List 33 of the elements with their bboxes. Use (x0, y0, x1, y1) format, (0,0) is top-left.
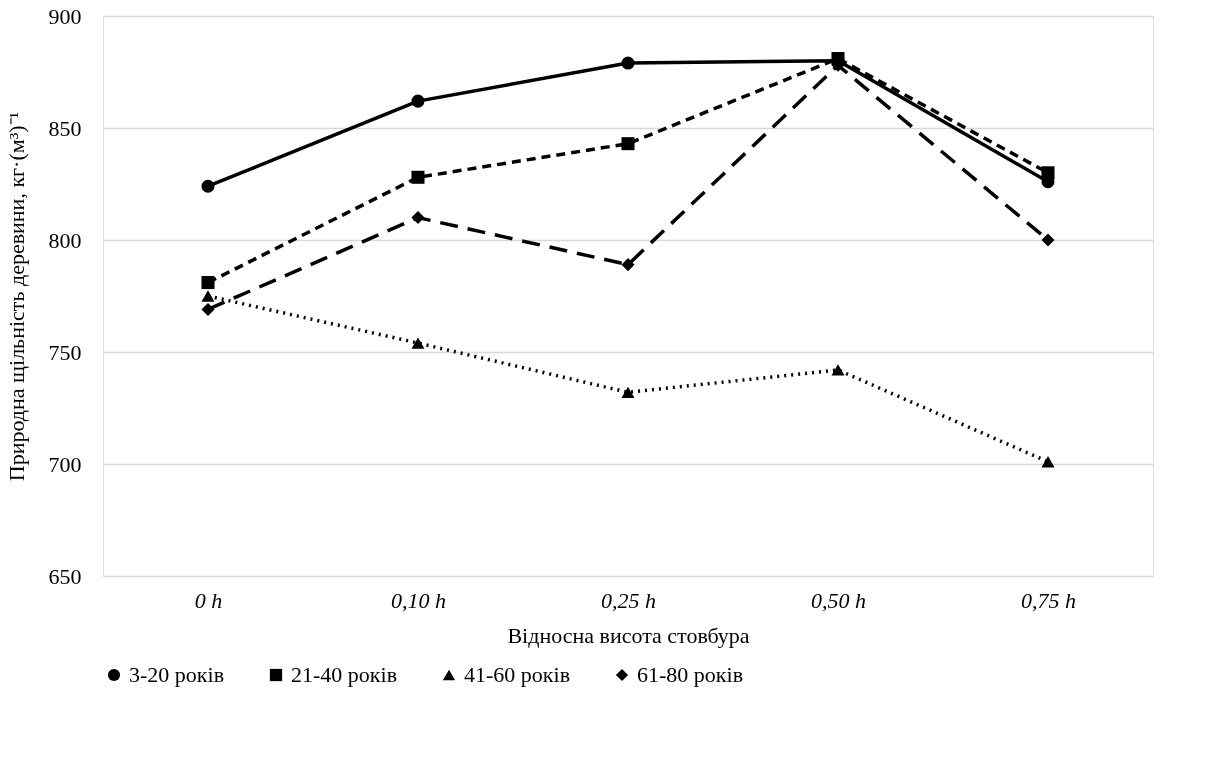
legend-label: 21-40 років (291, 662, 398, 687)
y-tick-label: 900 (48, 3, 82, 29)
point (201, 276, 215, 290)
point (621, 137, 635, 151)
point (411, 211, 425, 225)
legend-label: 41-60 років (464, 662, 571, 687)
point (1041, 233, 1055, 247)
x-tick-label: 0,75 h (1021, 587, 1076, 613)
point (621, 258, 635, 272)
point (621, 56, 635, 70)
point (831, 364, 845, 376)
point (201, 302, 215, 316)
y-tick-label: 850 (48, 115, 82, 141)
legend-label: 61-80 років (637, 662, 744, 687)
point (411, 170, 425, 184)
y-tick-label: 700 (48, 451, 82, 477)
y-tick-label: 750 (48, 339, 82, 365)
y-tick-label: 800 (48, 227, 82, 253)
x-tick-label: 0,50 h (811, 587, 866, 613)
point (1041, 456, 1055, 468)
point (1041, 166, 1055, 180)
point (621, 386, 635, 398)
x-tick-label: 0,10 h (391, 587, 446, 613)
point (411, 94, 425, 108)
y-tick-label: 650 (48, 563, 82, 589)
x-tick-label: 0 h (194, 587, 223, 613)
y-axis-title: Природна щільність деревини, кг·(м³)⁻¹ (3, 111, 29, 482)
point (411, 337, 425, 349)
point (201, 290, 215, 302)
legend-label: 3-20 років (129, 662, 225, 687)
x-tick-label: 0,25 h (601, 587, 656, 613)
x-axis-title: Відносна висота стовбура (507, 622, 750, 648)
point (201, 179, 215, 193)
